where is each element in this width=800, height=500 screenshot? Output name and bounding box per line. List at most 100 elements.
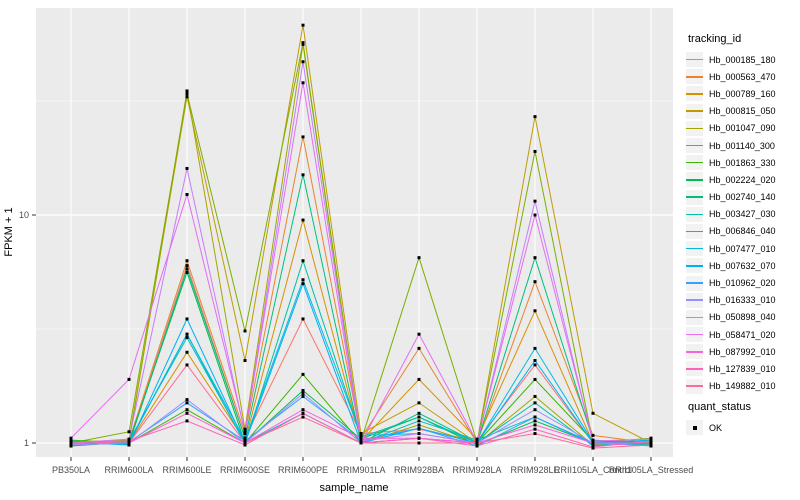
data-point: [417, 256, 421, 260]
legend-key-swatch: [686, 52, 703, 68]
data-point: [185, 259, 189, 263]
legend-line-icon: [686, 351, 703, 353]
data-point: [127, 437, 131, 441]
legend-key-swatch: [686, 258, 703, 274]
legend-item-Hb_000815_050: Hb_000815_050: [686, 103, 800, 120]
legend-item-Hb_002740_140: Hb_002740_140: [686, 189, 800, 206]
legend-key-swatch: [686, 223, 703, 239]
data-point: [185, 193, 189, 197]
legend-item-label: Hb_002224_020: [709, 174, 776, 185]
data-point: [185, 336, 189, 340]
legend-line-icon: [686, 76, 703, 78]
legend-item-Hb_001047_090: Hb_001047_090: [686, 120, 800, 137]
data-point: [301, 23, 305, 27]
legend-line-icon: [686, 282, 703, 284]
legend-item-Hb_000185_180: Hb_000185_180: [686, 51, 800, 68]
data-point: [301, 135, 305, 139]
x-tick-label: RRII105LA_Stressed: [609, 465, 694, 475]
data-point: [417, 436, 421, 440]
data-point: [533, 149, 537, 153]
data-point: [591, 439, 595, 443]
legend-item-label: Hb_000563_470: [709, 71, 776, 82]
data-point: [359, 433, 363, 437]
tracking-legend-entries: Hb_000185_180 Hb_000563_470 Hb_000789_160 H…: [686, 51, 800, 395]
legend-item-label: Hb_000789_160: [709, 88, 776, 99]
data-point: [185, 270, 189, 274]
data-point: [185, 408, 189, 412]
legend-item-Hb_001863_330: Hb_001863_330: [686, 154, 800, 171]
data-point: [417, 415, 421, 419]
legend-item-label: Hb_010962_020: [709, 278, 776, 289]
legend-key-swatch: [686, 275, 703, 291]
legend-key-swatch: [686, 120, 703, 136]
data-point: [301, 41, 305, 45]
data-point: [533, 309, 537, 313]
legend-line-icon: [686, 316, 703, 319]
data-point: [301, 259, 305, 263]
legend-line-icon: [686, 110, 703, 112]
data-point: [301, 408, 305, 412]
x-tick-label: RRIM600PE: [278, 465, 328, 475]
data-point: [301, 42, 305, 46]
legend-line-icon: [686, 93, 703, 95]
data-point: [649, 437, 653, 441]
data-point: [301, 173, 305, 177]
x-tick-label: RRII105LA_Control: [554, 465, 632, 475]
x-tick-label: RRIM928BA: [394, 465, 444, 475]
legend-line-icon: [686, 179, 703, 181]
data-point: [243, 359, 247, 363]
data-point: [417, 377, 421, 381]
legend-item-label: Hb_000185_180: [709, 54, 776, 65]
legend-line-icon: [686, 368, 703, 370]
data-point: [301, 317, 305, 321]
legend-key-swatch: [686, 103, 703, 119]
data-point: [475, 441, 479, 445]
legend-line-icon: [686, 196, 703, 198]
legend-key-swatch: [686, 344, 703, 360]
legend-item-Hb_007477_010: Hb_007477_010: [686, 240, 800, 257]
data-point: [301, 394, 305, 398]
data-point: [649, 439, 653, 443]
data-point: [243, 441, 247, 445]
legend-item-Hb_050898_040: Hb_050898_040: [686, 309, 800, 326]
data-point: [185, 398, 189, 402]
legend-key-swatch: [686, 172, 703, 188]
data-point: [359, 439, 363, 443]
tracking-id-legend: tracking_id Hb_000185_180 Hb_000563_470 Hb…: [686, 33, 800, 395]
data-point: [359, 432, 363, 436]
data-point: [533, 199, 537, 203]
x-tick-label: RRIM600LE: [162, 465, 211, 475]
legend-key-swatch: [686, 206, 703, 222]
data-point: [533, 423, 537, 427]
data-point: [359, 441, 363, 445]
legend-item-Hb_000789_160: Hb_000789_160: [686, 85, 800, 102]
data-point: [185, 89, 189, 93]
legend-item-label: Hb_002740_140: [709, 192, 776, 203]
data-point: [185, 317, 189, 321]
data-point: [243, 430, 247, 434]
legend-item-label: Hb_001047_090: [709, 123, 776, 134]
data-point: [127, 377, 131, 381]
data-point: [417, 411, 421, 415]
x-tick-label: PB350LA: [52, 465, 90, 475]
legend-item-label: Hb_007632_070: [709, 260, 776, 271]
data-point: [475, 444, 479, 448]
data-point: [185, 401, 189, 405]
data-point: [185, 350, 189, 354]
legend-line-icon: [686, 333, 703, 336]
data-point: [417, 401, 421, 405]
quant-legend-entry: OK: [686, 419, 800, 436]
data-point: [649, 443, 653, 447]
x-tick-label: RRIM600SE: [220, 465, 270, 475]
legend-key-swatch: [686, 189, 703, 205]
y-tick-label: 1: [24, 438, 29, 448]
legend-item-Hb_002224_020: Hb_002224_020: [686, 171, 800, 188]
legend-line-icon: [686, 299, 703, 301]
legend-line-icon: [686, 230, 703, 233]
data-point: [591, 433, 595, 437]
data-point: [533, 415, 537, 419]
legend-line-icon: [686, 265, 703, 267]
legend-line-icon: [686, 144, 703, 147]
data-point: [533, 346, 537, 350]
